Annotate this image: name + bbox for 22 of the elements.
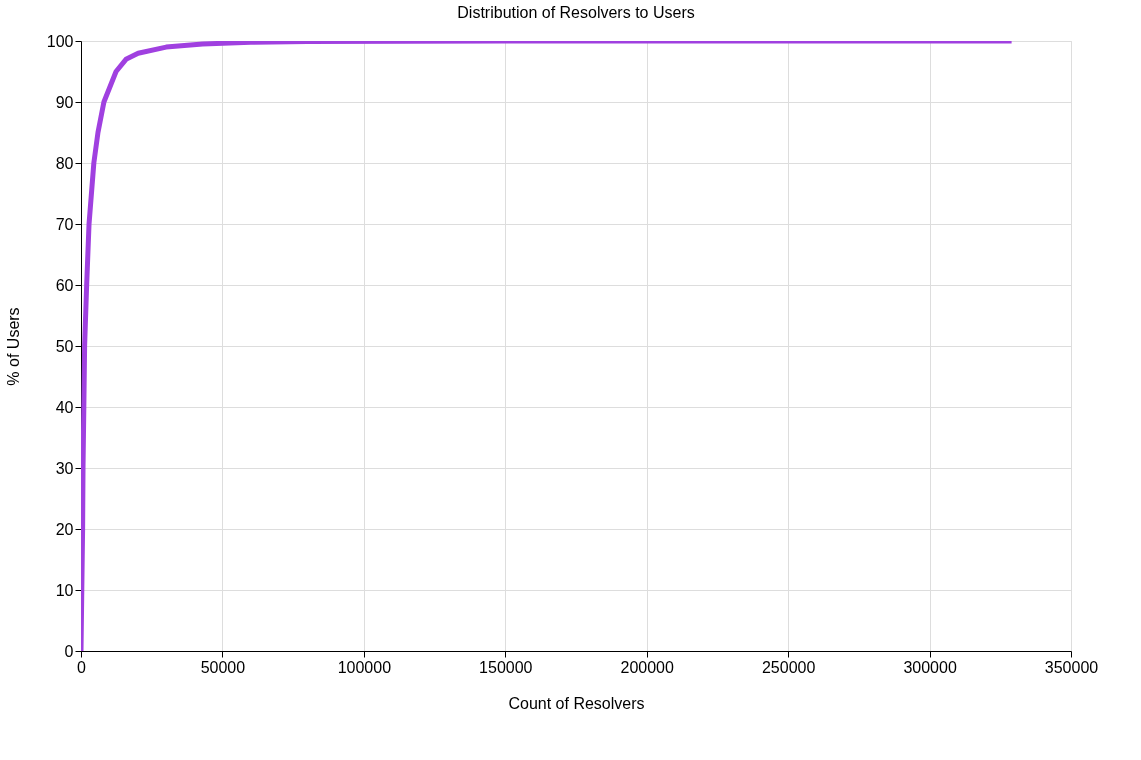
- y-tick-label: 40: [55, 398, 74, 416]
- x-tick-label: 50000: [200, 658, 246, 676]
- x-tick-label: 350000: [1044, 658, 1099, 676]
- y-tick-label: 70: [55, 215, 74, 233]
- y-tick-label: 60: [55, 276, 74, 294]
- chart-title: Distribution of Resolvers to Users: [457, 4, 695, 21]
- y-tick-label: 100: [46, 32, 74, 50]
- x-tick-label: 300000: [903, 658, 957, 676]
- x-axis-title: Count of Resolvers: [508, 694, 645, 712]
- x-tick-label: 0: [77, 658, 87, 676]
- y-tick-label: 10: [55, 581, 74, 599]
- y-tick-label: 80: [55, 154, 74, 172]
- y-axis-title: % of Users: [4, 307, 22, 386]
- y-tick-label: 90: [55, 93, 74, 111]
- x-tick-label: 250000: [761, 658, 816, 676]
- y-tick-label: 30: [55, 459, 74, 477]
- x-tick-label: 150000: [479, 658, 533, 676]
- y-tick-label: 20: [55, 520, 74, 538]
- x-tick-label: 100000: [337, 658, 392, 676]
- y-tick-label: 50: [55, 337, 74, 355]
- x-tick-label: 200000: [620, 658, 675, 676]
- y-tick-label: 0: [64, 642, 74, 660]
